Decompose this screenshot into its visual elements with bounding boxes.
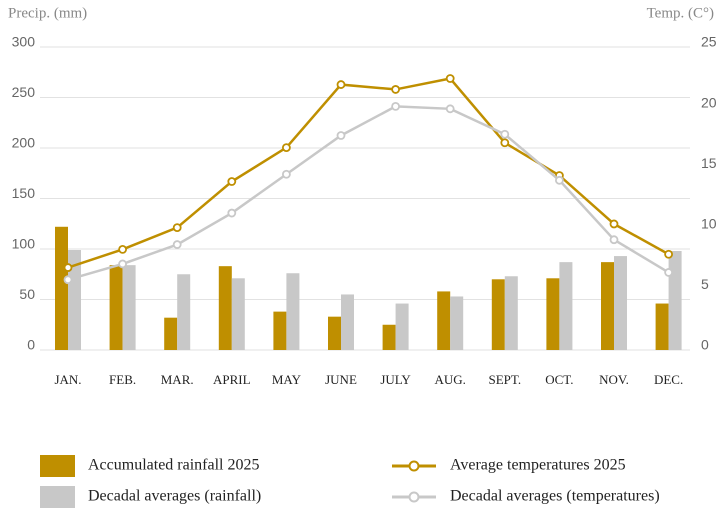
bar [601, 262, 614, 350]
legend-swatch [40, 486, 75, 508]
y-tick-label: 200 [12, 135, 36, 151]
x-tick-label: MAR. [161, 372, 194, 387]
bar [614, 256, 627, 350]
x-tick-label: AUG. [434, 372, 465, 387]
legend-swatch [408, 491, 420, 503]
bar [55, 226, 68, 350]
y-tick-label: 250 [12, 84, 36, 100]
point [500, 138, 510, 148]
line [67, 105, 670, 281]
point [118, 245, 127, 254]
y2-tick-label: 0 [701, 337, 709, 353]
bar [68, 250, 81, 350]
point [172, 223, 182, 232]
point [118, 259, 127, 269]
legend-label: Average temperatures 2025 [450, 457, 626, 474]
point [281, 169, 291, 179]
x-tick-label: JUNE [325, 372, 357, 387]
point [609, 219, 619, 229]
point [445, 74, 455, 83]
x-tick-label: APRIL [213, 372, 251, 387]
bar [218, 266, 232, 350]
y-tick-label: 100 [12, 236, 36, 252]
bar [273, 311, 287, 350]
point [227, 208, 237, 218]
x-tick-label: MAY [272, 372, 302, 387]
legend-label: Decadal averages (rainfall) [88, 488, 261, 505]
point [281, 143, 291, 152]
legend-swatch [408, 460, 420, 472]
x-tick-label: DEC. [654, 372, 683, 387]
point [555, 175, 564, 185]
x-tick-label: FEB. [109, 372, 136, 387]
bar [286, 273, 300, 350]
bar [109, 265, 123, 350]
point [172, 240, 182, 249]
bar [668, 251, 682, 350]
x-tick-label: OCT. [545, 372, 573, 387]
y-tick-label: 150 [12, 185, 36, 201]
x-tick-label: JAN. [54, 372, 81, 387]
bar [491, 279, 505, 350]
bar [164, 317, 178, 350]
bar [504, 276, 518, 350]
point [63, 263, 73, 272]
bar [450, 296, 464, 350]
x-tick-label: SEPT. [488, 372, 521, 387]
bar [382, 324, 396, 350]
bar [655, 303, 669, 350]
y2-tick-label: 10 [701, 216, 717, 232]
legend-label: Accumulated rainfall 2025 [88, 457, 260, 474]
y2-tick-label: 20 [701, 94, 717, 110]
bar [341, 294, 354, 350]
point [336, 80, 346, 89]
bar [122, 265, 136, 350]
y2-tick-label: 25 [701, 34, 717, 50]
bar [177, 274, 191, 350]
x-tick-label: NOV. [599, 372, 629, 387]
point [664, 268, 673, 277]
bar [395, 303, 409, 350]
line [67, 77, 670, 269]
point [336, 131, 346, 140]
point [63, 275, 73, 285]
y2-tick-label: 15 [701, 155, 717, 171]
bar [559, 262, 573, 350]
y2-tick-label: 5 [701, 276, 709, 292]
legend-swatch [40, 455, 75, 477]
point [664, 249, 673, 259]
bar [231, 278, 245, 350]
bar [437, 291, 451, 350]
point [609, 235, 619, 245]
point [227, 177, 237, 186]
bar [546, 278, 560, 350]
y-tick-label: 0 [27, 337, 35, 353]
y-tick-label: 300 [12, 34, 36, 50]
y2-axis-title: Temp. (C°) [647, 5, 714, 21]
point [445, 104, 455, 114]
legend-label: Decadal averages (temperatures) [450, 488, 660, 505]
bar [328, 316, 341, 350]
point [391, 101, 401, 111]
x-tick-label: JULY [380, 372, 411, 387]
point [500, 129, 510, 139]
y-axis-title: Precip. (mm) [8, 5, 87, 21]
point [391, 85, 401, 94]
y-tick-label: 50 [19, 286, 35, 302]
